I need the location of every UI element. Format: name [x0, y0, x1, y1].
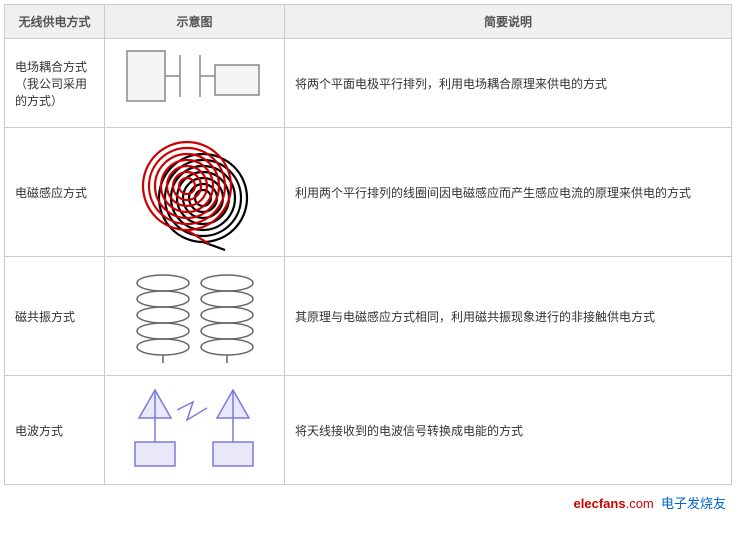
table-row: 磁共振方式	[5, 257, 732, 376]
table-row: 电波方式 将天线接收	[5, 376, 732, 485]
diagram-flat-coils	[105, 128, 285, 257]
table-row: 电磁感应方式	[5, 128, 732, 257]
table-header-row: 无线供电方式 示意图 简要说明	[5, 5, 732, 39]
method-description: 将两个平面电极平行排列，利用电场耦合原理来供电的方式	[285, 39, 732, 128]
brand-name-a: elecfans	[574, 496, 626, 511]
method-description: 其原理与电磁感应方式相同，利用磁共振现象进行的非接触供电方式	[285, 257, 732, 376]
diagram-helices	[105, 257, 285, 376]
diagram-antennas	[105, 376, 285, 485]
brand-name-c: 电子发烧友	[661, 496, 726, 511]
wireless-power-table: 无线供电方式 示意图 简要说明 电场耦合方式（我公司采用的方式）	[4, 4, 732, 485]
method-name: 电场耦合方式（我公司采用的方式）	[5, 39, 105, 128]
method-name: 磁共振方式	[5, 257, 105, 376]
antennas-icon	[115, 380, 275, 480]
brand-name-b: .com	[626, 496, 654, 511]
method-description: 利用两个平行排列的线圈间因电磁感应而产生感应电流的原理来供电的方式	[285, 128, 732, 257]
header-method: 无线供电方式	[5, 5, 105, 39]
footer-credit: elecfans.com 电子发烧友	[4, 485, 732, 512]
method-name: 电波方式	[5, 376, 105, 485]
diagram-electrodes	[105, 39, 285, 128]
header-description: 简要说明	[285, 5, 732, 39]
table-row: 电场耦合方式（我公司采用的方式） 将两个平面电极平行排列，利用电场耦合原理来供电…	[5, 39, 732, 128]
method-name: 电磁感应方式	[5, 128, 105, 257]
method-description: 将天线接收到的电波信号转换成电能的方式	[285, 376, 732, 485]
header-diagram: 示意图	[105, 5, 285, 39]
electrodes-icon	[115, 43, 275, 123]
helices-icon	[115, 261, 275, 371]
flat-coils-icon	[115, 132, 275, 252]
